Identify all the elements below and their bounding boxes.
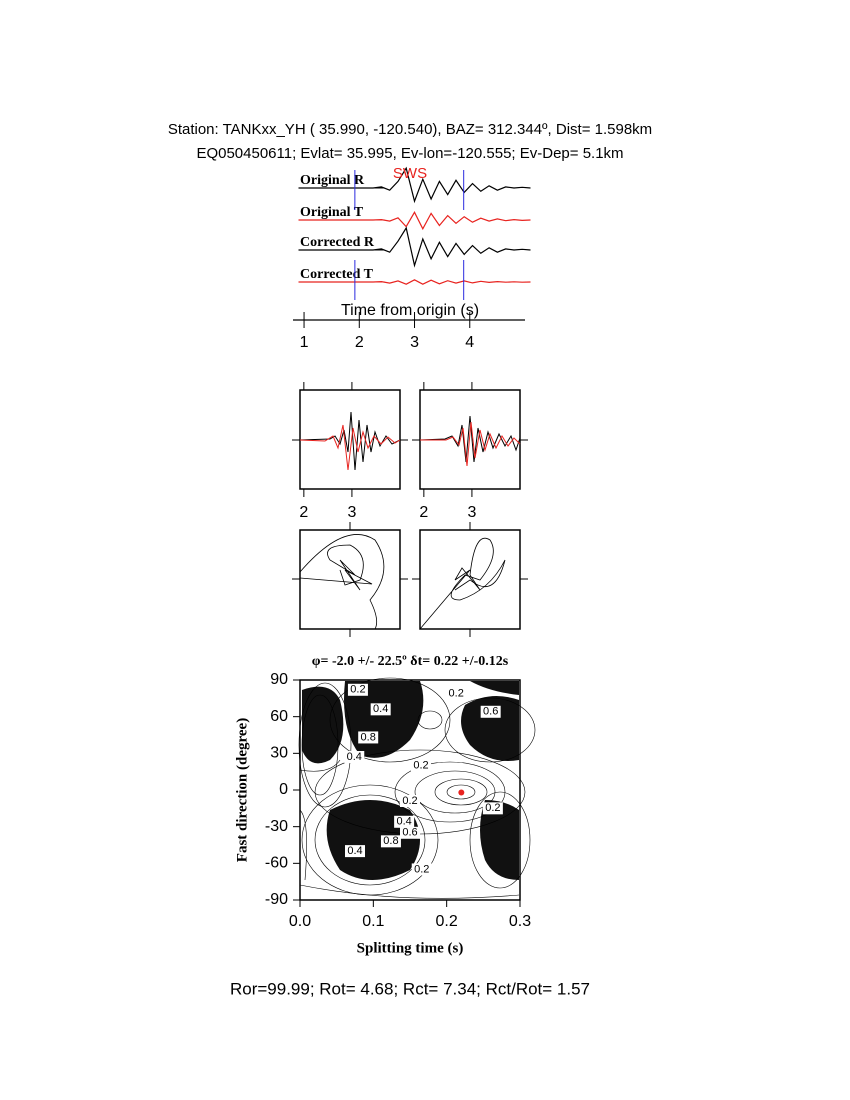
station-line: Station: TANKxx_YH ( 35.990, -120.540), … [168, 121, 652, 138]
contour-label-box [411, 863, 432, 876]
x-axis-label: Time from origin (s) [341, 302, 479, 319]
contour-label: 0.2 [413, 759, 428, 771]
annotation: SWS [393, 165, 427, 182]
motion-path [419, 537, 506, 630]
contour-label-box [358, 731, 379, 744]
contour-lines [298, 677, 536, 899]
contour-label: 0.4 [347, 751, 362, 763]
contour-label: 0.2 [449, 687, 464, 699]
x-tick-label: 2 [299, 504, 308, 521]
y-tick-label: -30 [265, 818, 288, 835]
particle-motion [292, 522, 528, 637]
contour-label: 0.4 [347, 845, 362, 857]
contour-label-box [394, 815, 415, 828]
x-tick-label: 3 [347, 504, 356, 521]
best-fit-point [458, 789, 465, 796]
contour-label-box [400, 795, 420, 807]
contour-label-box [370, 703, 391, 716]
contour-label: 0.4 [373, 703, 388, 715]
y-tick-label: -60 [265, 855, 288, 872]
contour-label-box [400, 826, 420, 839]
chart-title: φ= -2.0 +/- 22.5º δt= 0.22 +/-0.12s [312, 654, 509, 669]
contour-label-box [344, 751, 365, 763]
y-tick-label: 90 [270, 671, 288, 688]
trace-label: Corrected T [300, 267, 374, 282]
contour-label: 0.4 [396, 816, 411, 828]
x-tick-label: 0.3 [509, 913, 531, 930]
y-tick-label: 60 [270, 708, 288, 725]
contour-label: 0.2 [350, 684, 365, 696]
x-tick-label: 0.0 [289, 913, 311, 930]
x-tick-label: 4 [465, 334, 474, 351]
x-tick-label: 3 [410, 334, 419, 351]
y-tick-label: -90 [265, 891, 288, 908]
footer: Ror=99.99; Rot= 4.68; Rct= 7.34; Rct/Rot… [230, 979, 590, 998]
x-tick-label: 0.1 [362, 913, 384, 930]
contour-label: 0.8 [383, 835, 398, 847]
contour-dense [470, 681, 519, 695]
contour-label-box [446, 687, 467, 700]
x-tick-label: 0.2 [436, 913, 458, 930]
waveform-t [299, 424, 401, 471]
contour-label: 0.2 [414, 863, 429, 875]
contour-label-box [480, 705, 501, 718]
x-tick-label: 3 [467, 504, 476, 521]
y-axis-label: Fast direction (degree) [234, 718, 250, 862]
waveform-t [420, 421, 521, 467]
contour-label-box [345, 845, 365, 858]
contour-dense [461, 696, 519, 761]
contour-label-box [347, 683, 368, 696]
contour-label: 0.6 [483, 706, 498, 718]
contour-dense [480, 800, 519, 880]
contour-label: 0.6 [402, 827, 417, 839]
motion-path [299, 534, 385, 630]
x-tick-label: 2 [355, 334, 364, 351]
contour-label: 0.2 [485, 802, 500, 814]
event-line: EQ050450611; Evlat= 35.995, Ev-lon=-120.… [196, 145, 623, 162]
trace-label: Original R [300, 173, 365, 188]
contour-dense [326, 800, 420, 880]
contour-label: 0.8 [361, 731, 376, 743]
x-axis-label: Splitting time (s) [357, 940, 464, 956]
y-tick-label: 0 [279, 781, 288, 798]
contour-label-box [380, 835, 401, 848]
trace-label: Original T [300, 205, 364, 220]
x-tick-label: 1 [300, 334, 309, 351]
waveform-r [419, 415, 521, 463]
trace-label: Corrected R [300, 235, 375, 250]
contour-label: 0.2 [402, 795, 417, 807]
x-tick-label: 2 [419, 504, 428, 521]
y-tick-label: 30 [270, 745, 288, 762]
contour-label-box [411, 759, 431, 772]
comparison-panels [292, 389, 528, 490]
contour-label-box [482, 802, 503, 815]
